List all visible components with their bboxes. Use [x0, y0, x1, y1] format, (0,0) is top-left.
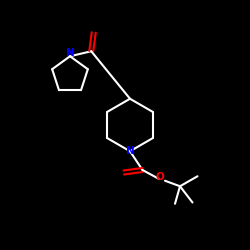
Text: N: N	[66, 48, 74, 58]
Text: N: N	[126, 146, 134, 156]
Text: O: O	[156, 172, 164, 182]
